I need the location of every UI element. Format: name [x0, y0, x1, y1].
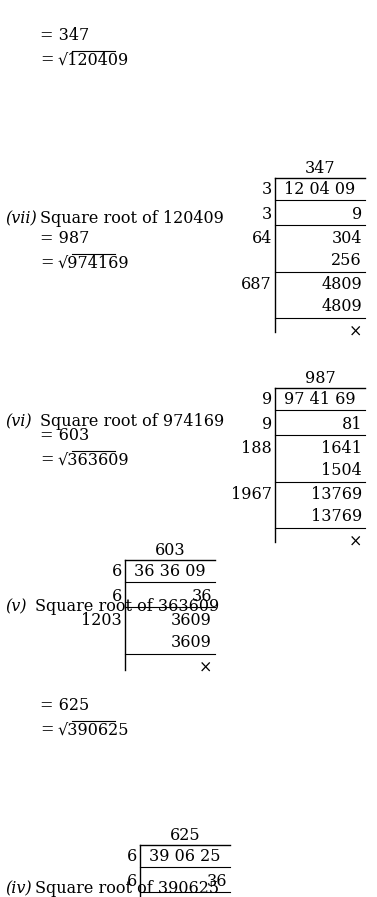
Text: ×: ×	[349, 322, 362, 339]
Text: 188: 188	[241, 440, 272, 457]
Text: 987: 987	[305, 370, 336, 387]
Text: √390625: √390625	[58, 721, 130, 738]
Text: (v): (v)	[5, 598, 26, 615]
Text: 6: 6	[127, 848, 137, 865]
Text: 64: 64	[251, 230, 272, 247]
Text: √120409: √120409	[58, 51, 129, 68]
Text: 36: 36	[192, 588, 212, 605]
Text: 304: 304	[331, 230, 362, 247]
Text: Square root of 363609: Square root of 363609	[35, 598, 219, 615]
Text: (vii): (vii)	[5, 210, 37, 227]
Text: √363609: √363609	[58, 451, 130, 468]
Text: 6: 6	[127, 873, 137, 890]
Text: 9: 9	[262, 390, 272, 407]
Text: Square root of 974169: Square root of 974169	[40, 413, 224, 430]
Text: 13769: 13769	[311, 509, 362, 526]
Text: 9: 9	[352, 205, 362, 222]
Text: 12 04 09: 12 04 09	[284, 180, 356, 197]
Text: 3609: 3609	[171, 612, 212, 629]
Text: 687: 687	[241, 276, 272, 293]
Text: 6: 6	[112, 588, 122, 605]
Text: (iv): (iv)	[5, 880, 32, 897]
Text: = 603: = 603	[40, 426, 89, 443]
Text: 1203: 1203	[81, 612, 122, 629]
Text: =: =	[40, 451, 54, 468]
Text: 9: 9	[262, 416, 272, 432]
Text: =: =	[40, 721, 54, 738]
Text: 39 06 25: 39 06 25	[149, 848, 221, 865]
Text: (vi): (vi)	[5, 413, 32, 430]
Text: =: =	[40, 51, 54, 68]
Text: 4809: 4809	[321, 276, 362, 293]
Text: ×: ×	[349, 533, 362, 549]
Text: 3: 3	[262, 180, 272, 197]
Text: = 625: = 625	[40, 696, 89, 713]
Text: 1504: 1504	[321, 462, 362, 479]
Text: 81: 81	[342, 416, 362, 432]
Text: 3609: 3609	[171, 634, 212, 651]
Text: 1967: 1967	[231, 486, 272, 503]
Text: √974169: √974169	[58, 255, 130, 272]
Text: 13769: 13769	[311, 486, 362, 503]
Text: Square root of 120409: Square root of 120409	[40, 210, 224, 227]
Text: 3: 3	[262, 205, 272, 222]
Text: 603: 603	[155, 542, 185, 559]
Text: ×: ×	[199, 658, 212, 675]
Text: 6: 6	[112, 562, 122, 579]
Text: 36: 36	[207, 873, 227, 890]
Text: = 987: = 987	[40, 230, 89, 247]
Text: 625: 625	[170, 827, 200, 844]
Text: 4809: 4809	[321, 298, 362, 315]
Text: = 347: = 347	[40, 27, 89, 43]
Text: =: =	[40, 255, 54, 272]
Text: 256: 256	[331, 252, 362, 269]
Text: 97 41 69: 97 41 69	[284, 390, 356, 407]
Text: 1641: 1641	[321, 440, 362, 457]
Text: Square root of 390625: Square root of 390625	[35, 880, 219, 897]
Text: 36 36 09: 36 36 09	[134, 562, 206, 579]
Text: 347: 347	[305, 160, 335, 177]
